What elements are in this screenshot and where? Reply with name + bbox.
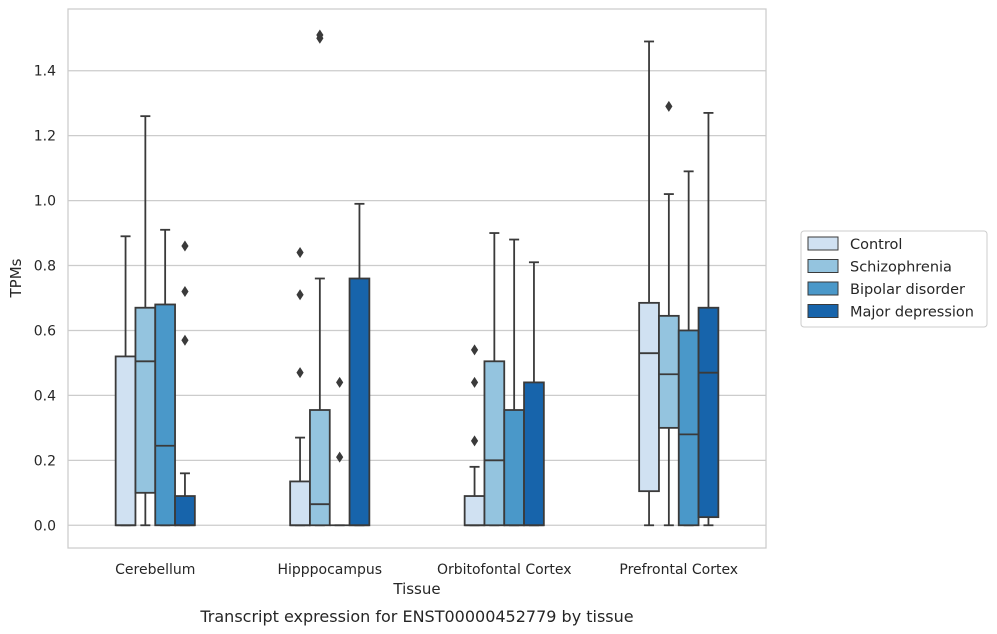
category-group [638, 40, 720, 527]
box-body [114, 355, 137, 527]
outlier-point [296, 247, 304, 259]
x-tick-labels: Cerebellum Hipppocampus Orbitofontal Corte… [115, 562, 738, 578]
box-body [309, 409, 331, 527]
box [309, 29, 331, 527]
box-body [154, 303, 176, 527]
legend-item: Control [807, 236, 902, 253]
outlier-point [181, 334, 189, 346]
box-body [289, 480, 311, 527]
y-tick-label: 1.0 [34, 194, 56, 210]
legend-label: Control [850, 237, 902, 253]
legend-frame [800, 230, 988, 328]
y-tick-label: 0.6 [34, 323, 56, 339]
box [463, 344, 486, 527]
y-tick-labels: 0.0 0.2 0.4 0.6 0.8 1.0 1.2 1.4 [34, 64, 56, 535]
outlier-point [296, 367, 304, 379]
y-tick-label: 1.2 [34, 129, 56, 145]
category-group [463, 232, 545, 527]
legend-item: Major depression [807, 304, 974, 321]
box-body [174, 495, 196, 527]
category-group [114, 115, 196, 527]
y-axis-title: TPMs [7, 258, 25, 298]
outlier-point [316, 29, 324, 41]
box [348, 202, 371, 527]
box-body [134, 306, 157, 494]
box-body [638, 301, 660, 493]
legend-item: Bipolar disorder [807, 281, 965, 298]
legend: Control Schizophrenia Bipolar disorder Majo… [800, 230, 988, 328]
category-group [289, 29, 371, 527]
x-tick-label: Hipppocampus [277, 562, 382, 578]
box [174, 240, 196, 527]
outlier-point [665, 100, 673, 112]
legend-swatch [807, 281, 839, 296]
box-body [677, 329, 700, 527]
outlier-point [181, 285, 189, 297]
box-body [483, 360, 506, 527]
legend-label: Schizophrenia [850, 260, 952, 276]
chart-caption: Transcript expression for ENST0000045277… [199, 607, 633, 626]
box-body [348, 277, 371, 527]
box [289, 247, 311, 527]
outlier-point [470, 435, 479, 447]
outlier-point [470, 344, 479, 356]
box [697, 112, 720, 527]
y-tick-label: 0.4 [34, 388, 56, 404]
legend-item: Schizophrenia [807, 259, 952, 276]
box [483, 232, 506, 527]
outlier-point [470, 376, 479, 388]
box-body [697, 306, 720, 519]
legend-swatch [807, 236, 839, 251]
outlier-point [336, 451, 344, 463]
legend-label: Major depression [850, 305, 974, 321]
y-tick-label: 0.2 [34, 453, 56, 469]
x-axis-title: Tissue [392, 580, 440, 598]
box-body [523, 381, 545, 527]
y-tick-label: 1.4 [34, 64, 56, 80]
box-groups [114, 29, 720, 527]
box [523, 261, 545, 527]
legend-swatch [807, 259, 839, 273]
box [329, 376, 350, 527]
box-body [658, 314, 680, 429]
box-body [463, 495, 486, 527]
x-tick-label: Orbitofontal Cortex [437, 562, 572, 578]
y-tick-label: 0.8 [34, 259, 56, 275]
box [154, 228, 176, 527]
legend-label: Bipolar disorder [850, 282, 965, 298]
box [134, 115, 157, 527]
outlier-point [181, 240, 189, 252]
outlier-point [296, 289, 304, 301]
box [638, 40, 660, 527]
y-tick-label: 0.0 [34, 518, 56, 534]
x-tick-label: Prefrontal Cortex [619, 562, 738, 578]
box-body [503, 409, 525, 527]
outlier-point [336, 376, 344, 388]
legend-swatch [807, 304, 839, 318]
x-tick-label: Cerebellum [115, 562, 195, 578]
